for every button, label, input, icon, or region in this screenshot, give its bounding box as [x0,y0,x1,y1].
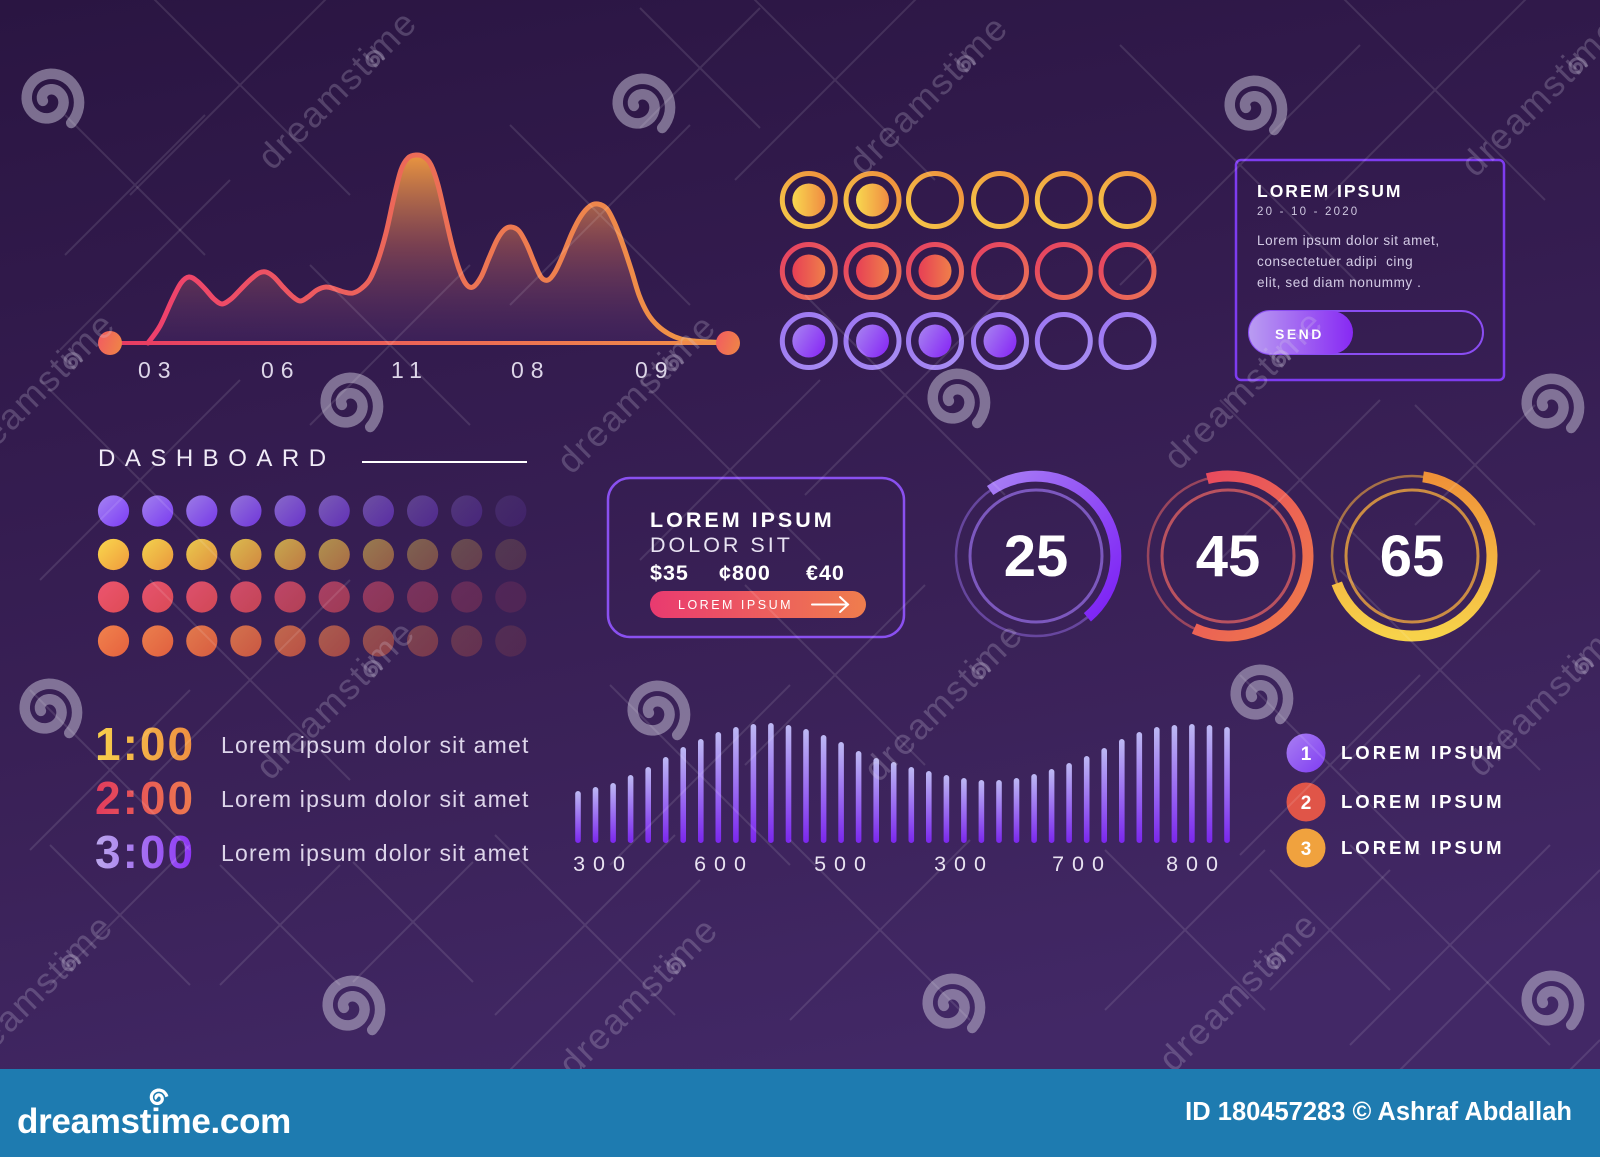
svg-text:20 - 10 - 2020: 20 - 10 - 2020 [1257,206,1359,218]
svg-text:LOREM IPSUM: LOREM IPSUM [650,508,835,532]
svg-text:LOREM IPSUM: LOREM IPSUM [1341,742,1505,763]
svg-text:300: 300 [573,852,633,876]
svg-text:03: 03 [138,357,178,383]
svg-text:3: 3 [1301,839,1312,860]
svg-text:1:00: 1:00 [95,718,195,770]
svg-text:dreamstime.com: dreamstime.com [17,1102,291,1141]
svg-text:800: 800 [1166,852,1226,876]
svg-text:65: 65 [1380,524,1445,589]
svg-text:$35¢800€40: $35 ¢800 €40 [650,561,845,585]
svg-text:LOREM IPSUM: LOREM IPSUM [678,598,793,612]
svg-text:DOLOR SIT: DOLOR SIT [650,533,793,557]
svg-text:Lorem ipsum dolor sit amet: Lorem ipsum dolor sit amet [221,786,530,812]
svg-text:25: 25 [1004,524,1069,589]
svg-text:300: 300 [934,852,994,876]
svg-text:ID 180457283 © Ashraf Abdallah: ID 180457283 © Ashraf Abdallah [1185,1098,1572,1126]
svg-text:11: 11 [391,357,429,383]
svg-text:45: 45 [1196,524,1261,589]
svg-text:09: 09 [635,357,675,383]
svg-text:LOREM IPSUM: LOREM IPSUM [1257,181,1402,201]
svg-text:Lorem ipsum dolor sit amet: Lorem ipsum dolor sit amet [221,732,530,758]
svg-text:Lorem ipsum dolor sit amet,: Lorem ipsum dolor sit amet, [1257,233,1440,248]
svg-text:08: 08 [511,357,551,383]
svg-text:elit, sed diam nonummy .: elit, sed diam nonummy . [1257,275,1421,290]
svg-text:600: 600 [694,852,754,876]
svg-text:2: 2 [1301,793,1312,814]
svg-text:consectetuer adipi cing: consectetuer adipi cing [1257,254,1413,269]
svg-text:3:00: 3:00 [95,826,195,878]
svg-text:700: 700 [1052,852,1112,876]
svg-text:1: 1 [1301,744,1312,765]
svg-text:DASHBOARD: DASHBOARD [98,445,336,472]
svg-text:2:00: 2:00 [95,772,195,824]
svg-text:Lorem ipsum dolor sit amet: Lorem ipsum dolor sit amet [221,840,530,866]
svg-text:500: 500 [814,852,874,876]
svg-text:SEND: SEND [1275,326,1324,342]
svg-text:LOREM IPSUM: LOREM IPSUM [1341,791,1505,812]
svg-text:06: 06 [261,357,301,383]
svg-text:LOREM IPSUM: LOREM IPSUM [1341,837,1505,858]
